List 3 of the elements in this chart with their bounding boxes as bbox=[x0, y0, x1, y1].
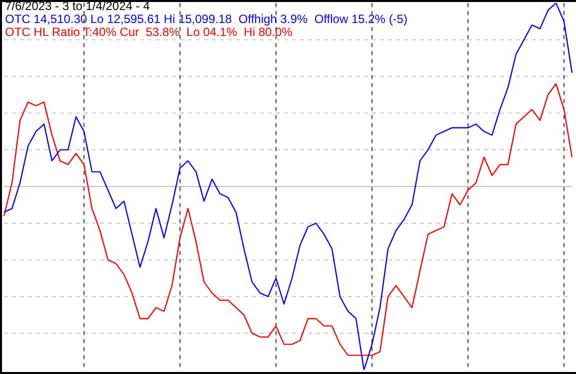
text: OTC HL Ratio T:40% Cur 53.8% Lo 04.1% Hi 80.0% bbox=[5, 25, 294, 39]
text: OTC 14,510.30 Lo 12,595.61 Hi 15,099.18 Offhigh 3.9% Offlow 15.2% (-5) bbox=[5, 12, 408, 26]
chart-title: 7/6/2023 - 3 to 1/4/2024 - 4 bbox=[5, 0, 151, 13]
